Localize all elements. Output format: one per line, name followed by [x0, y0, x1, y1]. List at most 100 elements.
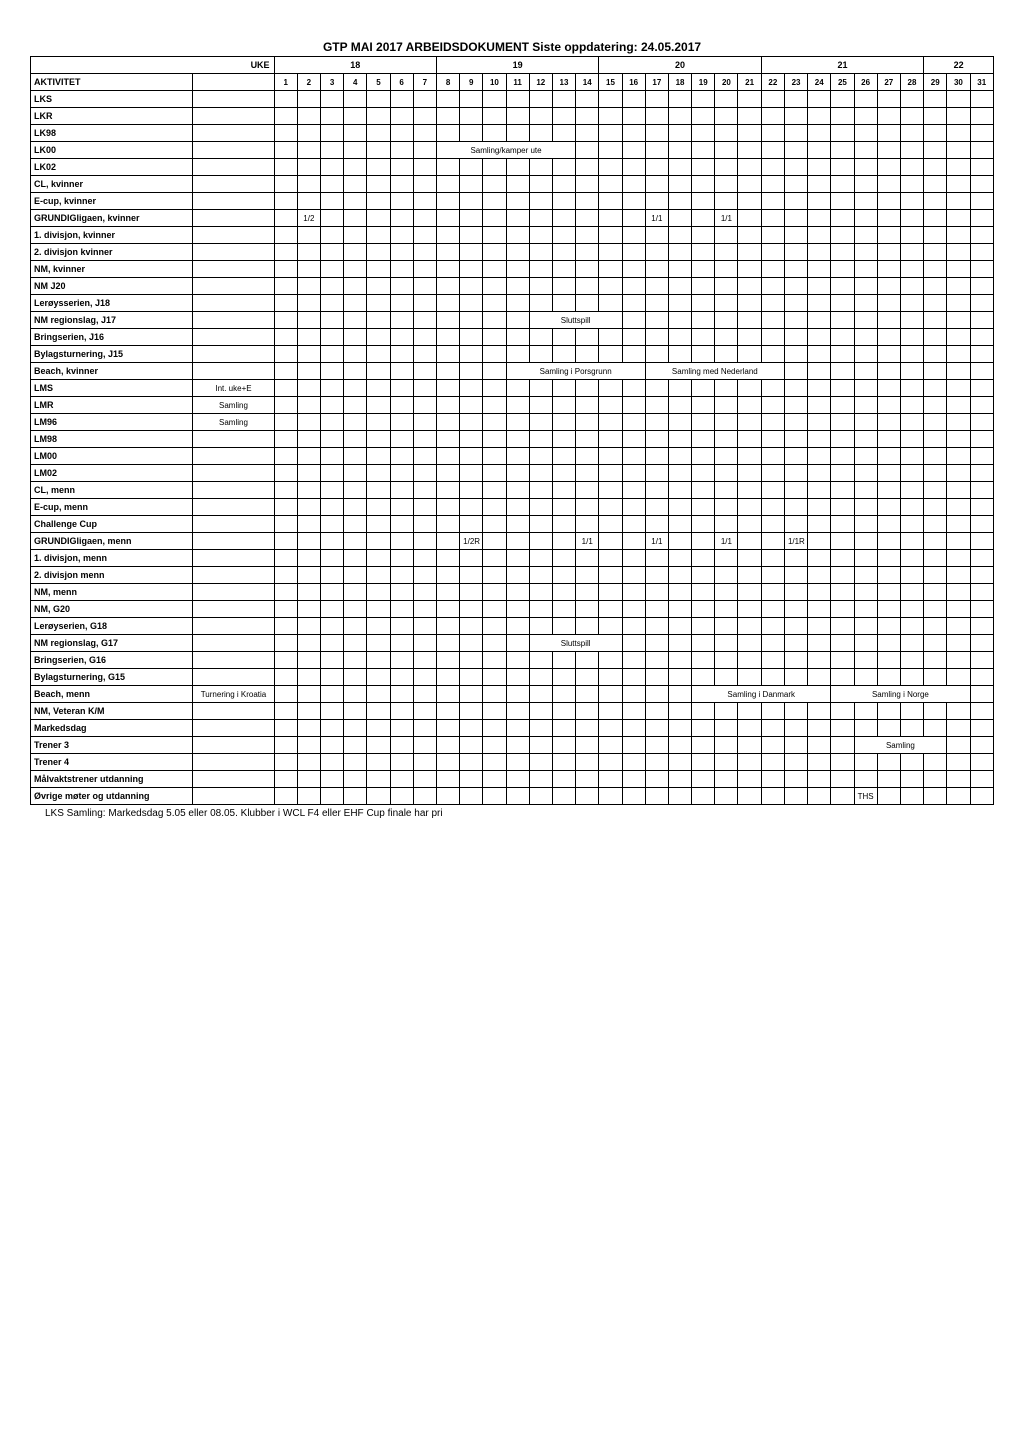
schedule-cell	[947, 108, 970, 125]
schedule-cell	[367, 91, 390, 108]
activity-name: 1. divisjon, kvinner	[31, 227, 193, 244]
schedule-cell: Samling i Norge	[831, 686, 970, 703]
schedule-cell	[320, 533, 343, 550]
schedule-cell	[947, 550, 970, 567]
schedule-cell	[970, 295, 993, 312]
schedule-cell	[297, 584, 320, 601]
schedule-cell	[808, 397, 831, 414]
schedule-cell	[947, 210, 970, 227]
schedule-cell	[668, 652, 691, 669]
schedule-cell	[645, 278, 668, 295]
schedule-cell	[506, 159, 529, 176]
schedule-cell	[344, 142, 367, 159]
schedule-cell	[344, 618, 367, 635]
schedule-cell	[645, 346, 668, 363]
schedule-cell	[506, 278, 529, 295]
schedule-cell	[877, 788, 900, 805]
activity-note	[193, 312, 274, 329]
schedule-cell	[947, 669, 970, 686]
schedule-cell	[413, 703, 436, 720]
schedule-cell	[692, 550, 715, 567]
schedule-cell	[877, 108, 900, 125]
schedule-cell	[622, 329, 645, 346]
schedule-cell	[506, 380, 529, 397]
schedule-cell	[390, 193, 413, 210]
schedule-cell	[552, 159, 575, 176]
schedule-cell	[529, 771, 552, 788]
day-header: 9	[460, 74, 483, 91]
schedule-cell	[413, 465, 436, 482]
schedule-cell	[715, 193, 738, 210]
schedule-cell	[460, 414, 483, 431]
schedule-cell	[344, 278, 367, 295]
schedule-cell	[529, 652, 552, 669]
schedule-cell	[506, 329, 529, 346]
schedule-cell	[854, 329, 877, 346]
schedule-cell	[506, 244, 529, 261]
schedule-cell	[436, 788, 459, 805]
schedule-cell	[784, 482, 807, 499]
schedule-cell	[552, 448, 575, 465]
schedule-cell	[367, 703, 390, 720]
schedule-cell	[367, 176, 390, 193]
schedule-cell	[924, 550, 947, 567]
schedule-cell	[529, 584, 552, 601]
schedule-cell	[320, 278, 343, 295]
schedule-cell	[506, 210, 529, 227]
schedule-cell	[320, 176, 343, 193]
schedule-cell	[576, 159, 599, 176]
schedule-cell	[413, 533, 436, 550]
schedule-cell	[413, 261, 436, 278]
schedule-cell	[622, 550, 645, 567]
schedule-cell	[367, 482, 390, 499]
schedule-cell	[390, 703, 413, 720]
schedule-cell	[622, 482, 645, 499]
day-header: 10	[483, 74, 506, 91]
schedule-cell	[715, 176, 738, 193]
schedule-cell	[761, 414, 784, 431]
schedule-cell	[738, 261, 761, 278]
schedule-cell	[274, 601, 297, 618]
schedule-cell	[390, 516, 413, 533]
schedule-cell	[715, 295, 738, 312]
schedule-cell	[274, 244, 297, 261]
table-row: LK02	[31, 159, 994, 176]
table-row: Målvaktstrener utdanning	[31, 771, 994, 788]
schedule-cell	[320, 482, 343, 499]
schedule-cell	[413, 771, 436, 788]
schedule-cell	[552, 567, 575, 584]
schedule-cell	[808, 431, 831, 448]
schedule-cell	[367, 193, 390, 210]
schedule-cell	[645, 142, 668, 159]
schedule-cell	[668, 346, 691, 363]
activity-name: 1. divisjon, menn	[31, 550, 193, 567]
schedule-cell	[970, 329, 993, 346]
schedule-cell	[877, 618, 900, 635]
activity-note	[193, 771, 274, 788]
schedule-cell	[877, 771, 900, 788]
schedule-cell	[297, 176, 320, 193]
schedule-cell	[599, 193, 622, 210]
schedule-cell	[970, 244, 993, 261]
schedule-cell	[529, 482, 552, 499]
schedule-cell	[808, 380, 831, 397]
activity-note	[193, 788, 274, 805]
schedule-cell	[831, 210, 854, 227]
schedule-cell	[552, 788, 575, 805]
activity-name: NM, kvinner	[31, 261, 193, 278]
schedule-cell	[668, 91, 691, 108]
schedule-cell	[460, 108, 483, 125]
schedule-cell	[436, 261, 459, 278]
schedule-cell	[947, 142, 970, 159]
schedule-cell	[970, 703, 993, 720]
table-row: LM98	[31, 431, 994, 448]
schedule-cell	[645, 329, 668, 346]
schedule-cell	[367, 550, 390, 567]
schedule-cell	[460, 703, 483, 720]
schedule-cell	[576, 210, 599, 227]
schedule-cell	[761, 278, 784, 295]
schedule-cell	[645, 788, 668, 805]
schedule-cell	[344, 448, 367, 465]
schedule-cell	[947, 278, 970, 295]
activity-name: CL, menn	[31, 482, 193, 499]
